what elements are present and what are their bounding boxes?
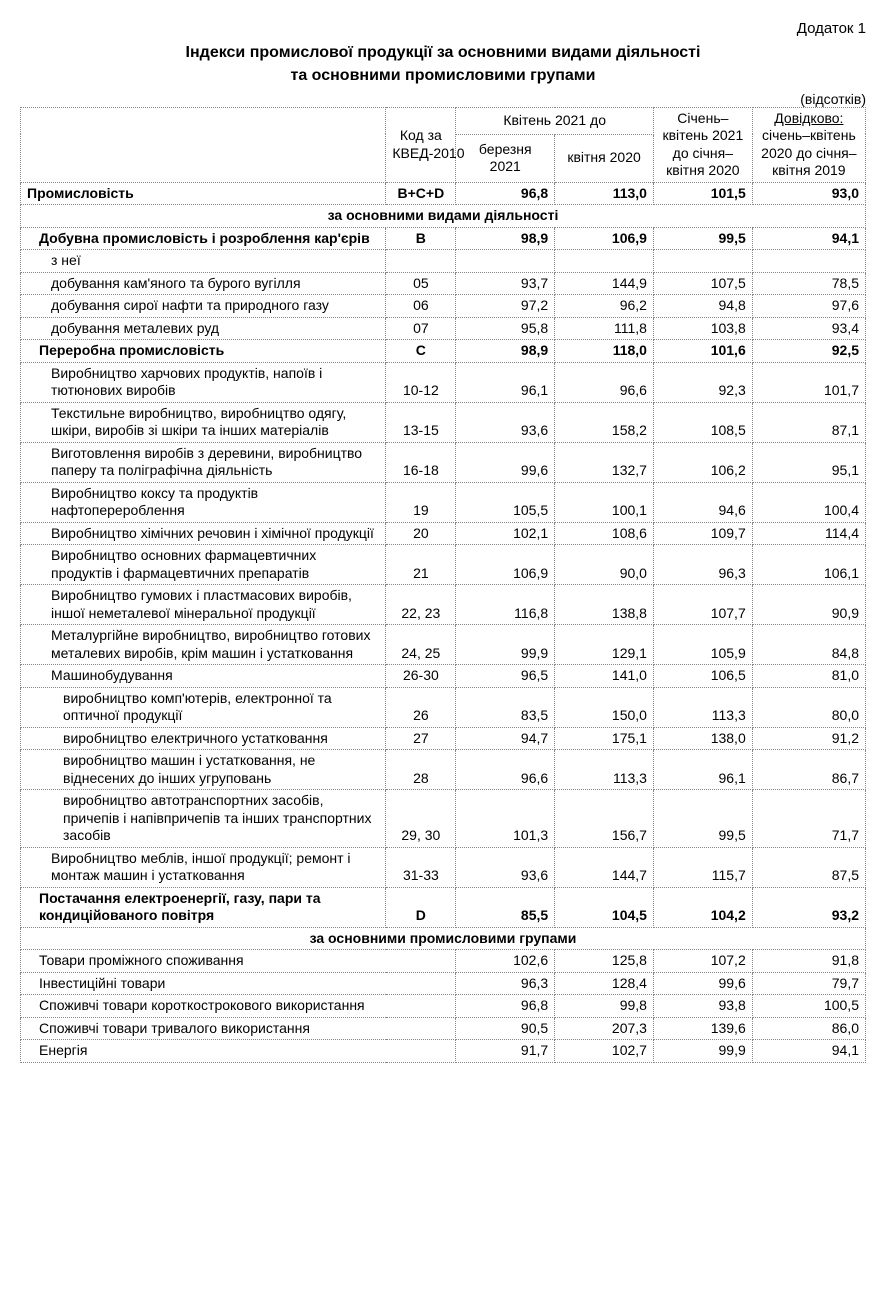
table-row: виробництво автотранспортних засобів, пр… (21, 790, 866, 848)
header-jan-apr: Січень–квітень 2021 до січня–квітня 2020 (653, 107, 752, 182)
table-row: Споживчі товари тривалого використання 9… (21, 1017, 866, 1040)
table-row: Виробництво меблів, іншої продукції; рем… (21, 847, 866, 887)
table-row: Текстильне виробництво, виробництво одяг… (21, 402, 866, 442)
header-apr2020: квітня 2020 (555, 134, 654, 182)
page-title-line2: та основними промисловими групами (60, 66, 826, 87)
table-row: з неї (21, 250, 866, 273)
table-row: добування кам'яного та бурого вугілля 05… (21, 272, 866, 295)
table-row: Виробництво коксу та продуктів нафтопере… (21, 482, 866, 522)
table-row: виробництво машин і устатковання, не від… (21, 750, 866, 790)
table-row: Виробництво основних фармацевтичних прод… (21, 545, 866, 585)
table-row: Виробництво харчових продуктів, напоїв і… (21, 362, 866, 402)
header-reference: Довідково: січень–квітень 2020 до січня–… (752, 107, 865, 182)
indices-table: Код за КВЕД-2010 Квітень 2021 до Січень–… (20, 107, 866, 1063)
page-title-line1: Індекси промислової продукції за основни… (60, 43, 826, 64)
table-row: Промисловість B+C+D 96,8 113,0 101,5 93,… (21, 182, 866, 205)
table-row: добування металевих руд 07 95,8 111,8 10… (21, 317, 866, 340)
section-row: за основними промисловими групами (21, 927, 866, 950)
header-apr2021: Квітень 2021 до (456, 107, 654, 134)
table-row: Товари проміжного споживання 102,6 125,8… (21, 950, 866, 973)
table-row: Переробна промисловість C 98,9 118,0 101… (21, 340, 866, 363)
header-ref-rest: січень–квітень 2020 до січня–квітня 2019 (761, 127, 856, 178)
table-row: Виробництво хімічних речовин і хімічної … (21, 522, 866, 545)
table-row: Виготовлення виробів з деревини, виробни… (21, 442, 866, 482)
table-row: Металургійне виробництво, виробництво го… (21, 625, 866, 665)
table-row: Виробництво гумових і пластмасових вироб… (21, 585, 866, 625)
table-row: виробництво комп'ютерів, електронної та … (21, 687, 866, 727)
table-row: Споживчі товари короткострокового викори… (21, 995, 866, 1018)
unit-label: (відсотків) (20, 91, 866, 107)
table-row: виробництво електричного устатковання 27… (21, 727, 866, 750)
table-row: Інвестиційні товари 96,3 128,4 99,6 79,7 (21, 972, 866, 995)
table-row: Постачання електроенергії, газу, пари та… (21, 887, 866, 927)
header-mar2021: березня 2021 (456, 134, 555, 182)
table-row: Добувна промисловість і розроблення кар'… (21, 227, 866, 250)
table-row: Машинобудування 26-30 96,5 141,0 106,5 8… (21, 665, 866, 688)
header-code: Код за КВЕД-2010 (386, 107, 456, 182)
header-ref-underline: Довідково: (774, 110, 843, 126)
appendix-label: Додаток 1 (20, 20, 866, 37)
header-empty (21, 107, 386, 182)
table-row: Енергія 91,7 102,7 99,9 94,1 (21, 1040, 866, 1063)
section-row: за основними видами діяльності (21, 205, 866, 228)
table-row: добування сирої нафти та природного газу… (21, 295, 866, 318)
